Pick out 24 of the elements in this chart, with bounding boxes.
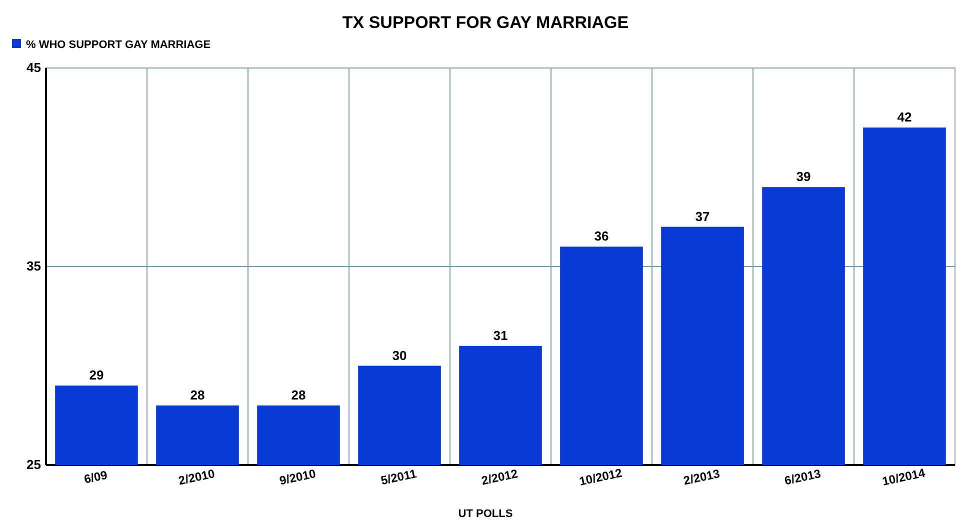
x-axis-title: UT POLLS bbox=[458, 508, 513, 520]
x-tick-label: 5/2011 bbox=[380, 466, 418, 488]
chart-title: TX SUPPORT FOR GAY MARRIAGE bbox=[342, 13, 629, 32]
y-tick-label: 25 bbox=[26, 457, 41, 472]
data-label: 36 bbox=[594, 228, 609, 244]
data-label: 29 bbox=[89, 368, 104, 383]
x-tick-label: 2/2012 bbox=[480, 466, 520, 488]
x-tick-label: 9/2010 bbox=[278, 466, 318, 488]
data-label: 31 bbox=[493, 328, 508, 343]
x-tick-label: 2/2013 bbox=[682, 466, 722, 488]
legend-label: % WHO SUPPORT GAY MARRIAGE bbox=[26, 39, 211, 51]
y-tick-label: 45 bbox=[26, 60, 41, 75]
x-tick-label: 2/2010 bbox=[177, 466, 216, 488]
data-label: 28 bbox=[291, 387, 306, 402]
x-tick-label: 10/2012 bbox=[578, 466, 624, 488]
data-label: 28 bbox=[190, 387, 205, 402]
x-tick-label: 6/09 bbox=[82, 468, 109, 486]
data-label: 37 bbox=[695, 208, 710, 224]
x-tick-label: 6/2013 bbox=[783, 466, 822, 488]
y-tick-label: 35 bbox=[26, 258, 41, 274]
data-label: 39 bbox=[796, 169, 811, 184]
x-tick-label: 10/2014 bbox=[880, 466, 927, 488]
data-label: 42 bbox=[897, 110, 912, 125]
data-label: 30 bbox=[392, 348, 407, 363]
